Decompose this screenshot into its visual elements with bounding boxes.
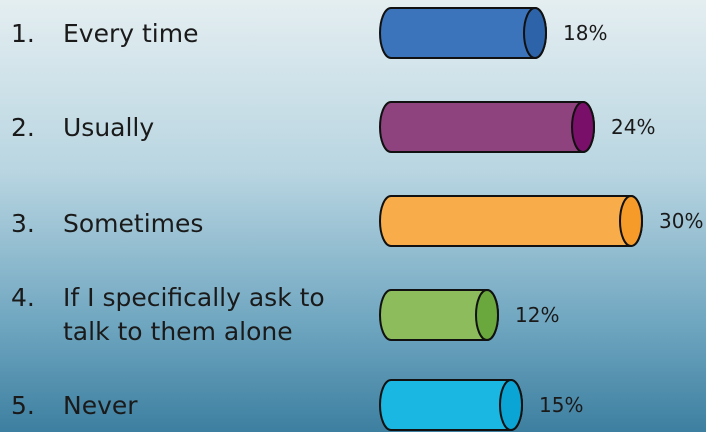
value-label-2: 24% — [611, 115, 655, 139]
category-text: Usually — [63, 111, 154, 145]
category-labels: 1. Every time 2. Usually 3. Sometimes 4. If I s… — [11, 17, 325, 423]
bar-body — [379, 7, 547, 59]
bar-end-cap — [571, 101, 595, 153]
category-text-line: talk to them alone — [63, 317, 293, 346]
bar-5 — [379, 379, 523, 431]
value-label-5: 15% — [539, 393, 583, 417]
bar-1 — [379, 7, 547, 59]
category-label-4: 4. If I specifically ask to talk to them a… — [11, 281, 325, 349]
bar-4 — [379, 289, 499, 341]
category-number: 2. — [11, 113, 35, 142]
category-label-3: 3. Sometimes — [11, 207, 203, 241]
bar-body — [379, 101, 595, 153]
bar-end-cap — [475, 289, 499, 341]
value-label-3: 30% — [659, 209, 703, 233]
category-number: 5. — [11, 391, 35, 420]
category-label-5: 5. Never — [11, 389, 138, 423]
category-text-line: Usually — [63, 113, 155, 142]
bar-end-cap — [499, 379, 523, 431]
category-text-line: Never — [63, 391, 138, 420]
bar-2 — [379, 101, 595, 153]
category-label-1: 1. Every time — [11, 17, 198, 51]
bar-body — [379, 195, 643, 247]
value-label-1: 18% — [563, 21, 607, 45]
value-label-4: 12% — [515, 303, 559, 327]
category-text: Every time — [63, 17, 198, 51]
bar-3 — [379, 195, 643, 247]
category-number: 4. — [11, 283, 35, 312]
category-text: Never — [63, 389, 138, 423]
category-number: 3. — [11, 209, 35, 238]
category-text-line: Every time — [63, 19, 199, 48]
bar-end-cap — [619, 195, 643, 247]
category-number: 1. — [11, 19, 35, 48]
bar-end-cap — [523, 7, 547, 59]
category-text-line: Sometimes — [63, 209, 204, 238]
category-text: If I specifically ask to talk to them alo… — [63, 281, 325, 349]
category-label-2: 2. Usually — [11, 111, 154, 145]
category-text: Sometimes — [63, 207, 203, 241]
category-text-line: If I specifically ask to — [63, 283, 325, 312]
